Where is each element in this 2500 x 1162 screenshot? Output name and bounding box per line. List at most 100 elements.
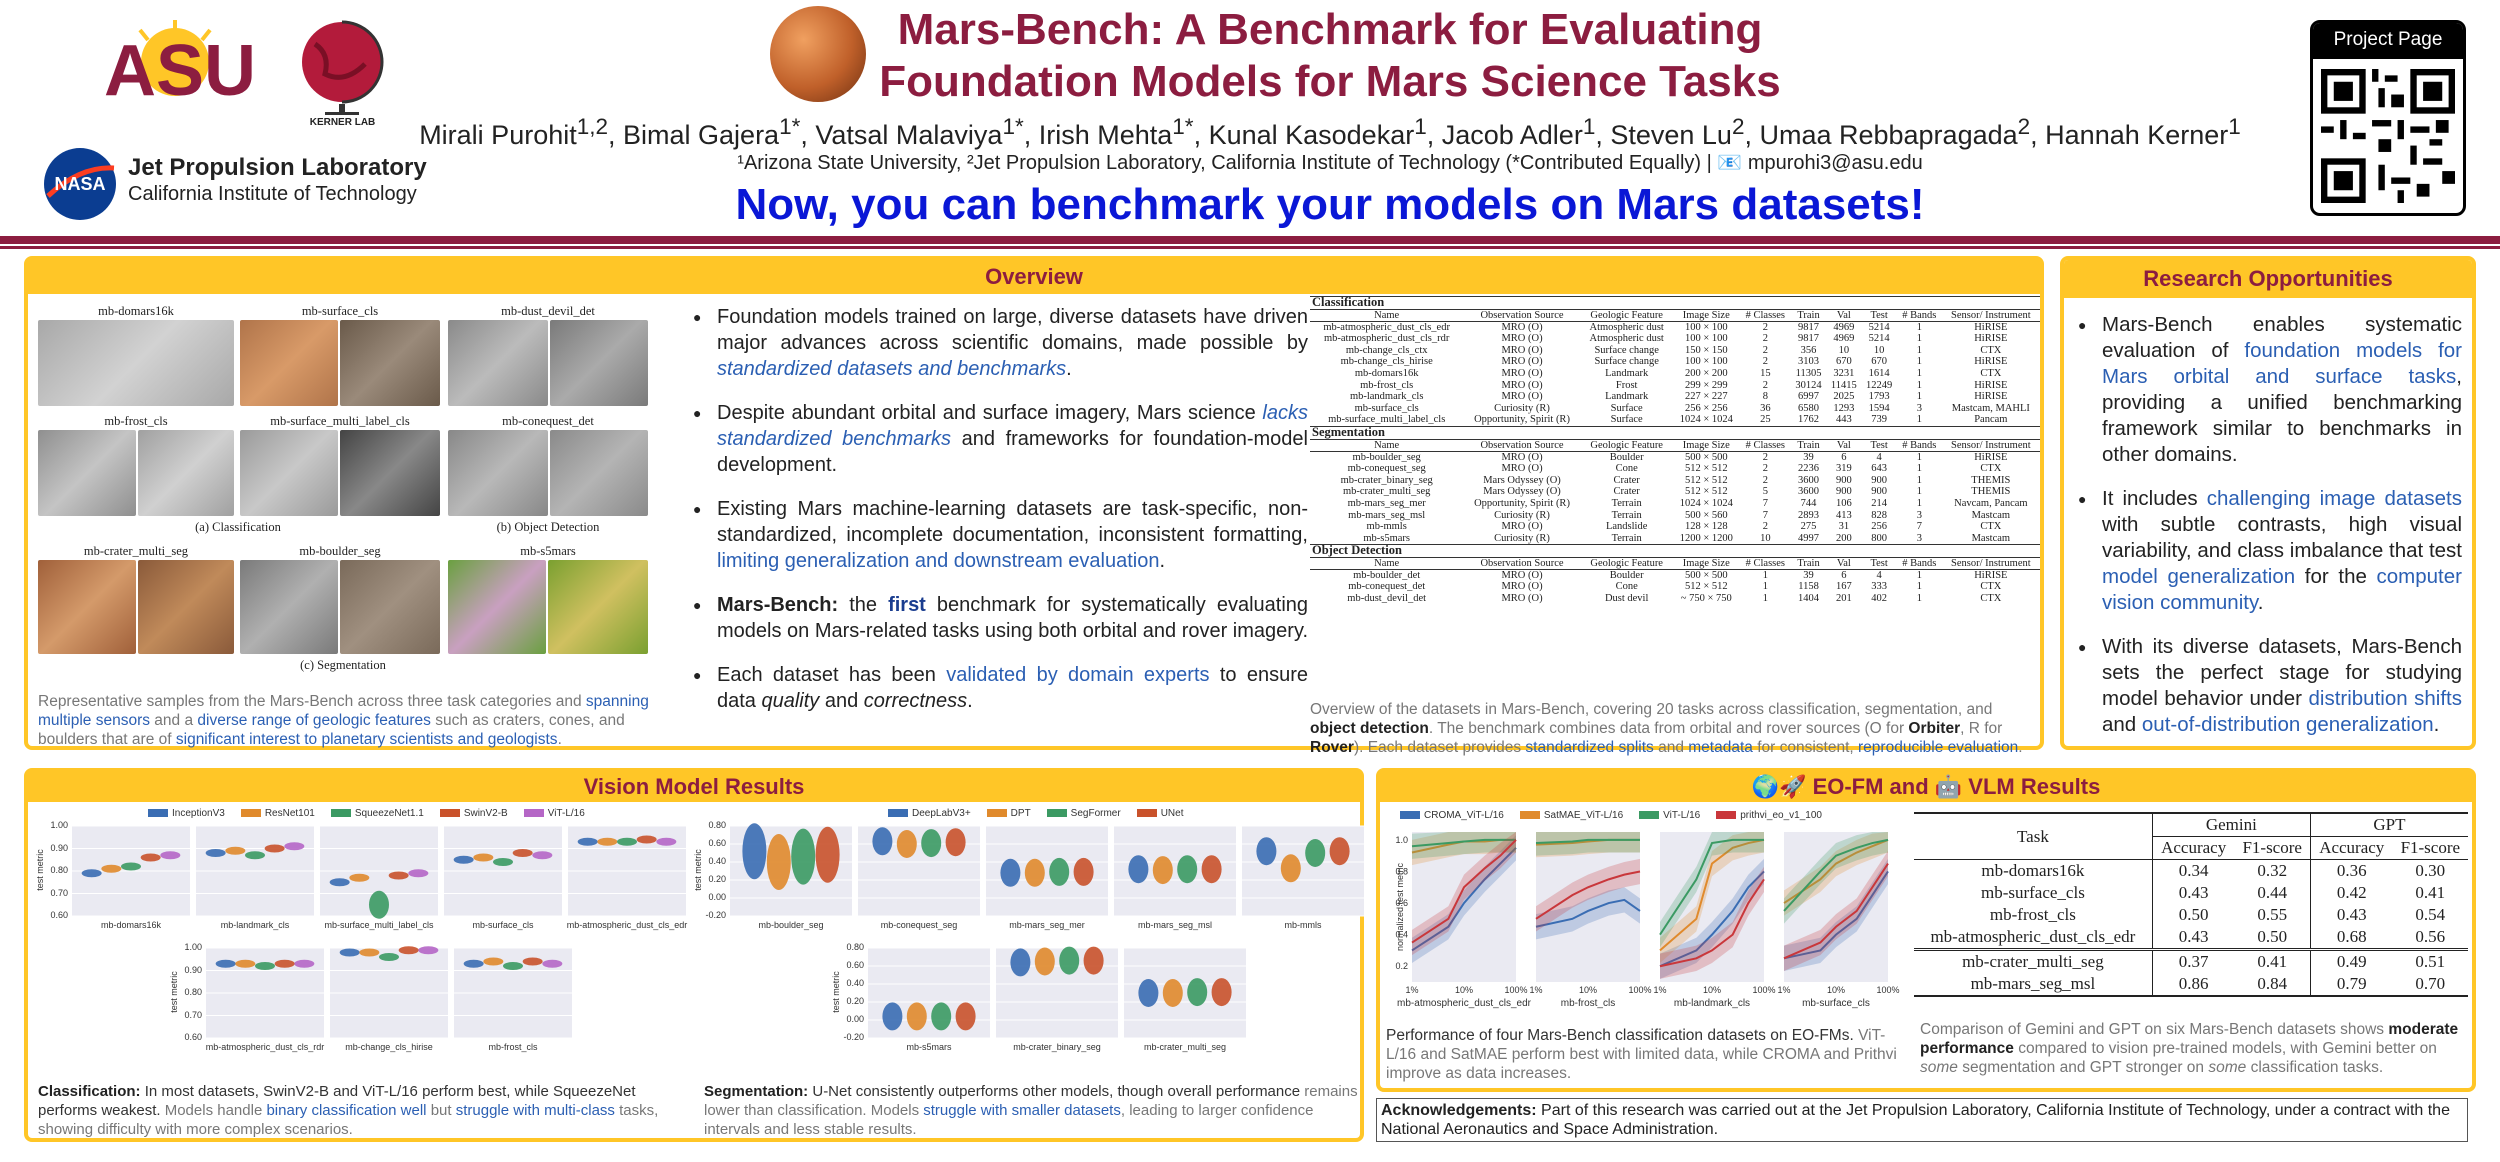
subplot-label: mb-atmospheric_dust_cls_edr [1397, 998, 1532, 1009]
eofm-vlm-title: 🌍🚀 EO-FM and 🤖 VLM Results [1380, 772, 2472, 802]
table-cell: 10 [1838, 344, 1850, 356]
x-tick-label: 1% [1777, 985, 1790, 995]
y-tick-label: 0.70 [184, 1009, 202, 1020]
table-cell: 0.36 [2336, 861, 2367, 880]
violin-mark [1034, 947, 1055, 976]
series-line [1659, 838, 1765, 952]
table-cell: mb-atmospheric_dust_cls_edr [1914, 926, 2153, 950]
table-cell: 256 × 256 [1684, 402, 1728, 414]
table-cell: 800 [1871, 532, 1888, 544]
table-cell: mb-frost_cls [1914, 904, 2153, 926]
y-tick-label: 0.80 [708, 820, 726, 830]
table-cell: 739 [1871, 414, 1888, 426]
table-header-cell: Val [1826, 557, 1862, 570]
x-tick-label: 10% [1579, 985, 1597, 995]
table-cell: 512 × 512 [1684, 474, 1728, 486]
table-header-cell: Observation Source [1463, 309, 1581, 322]
table-cell: 0.54 [2415, 905, 2446, 924]
table-cell: 150 × 150 [1684, 344, 1728, 356]
table-cell: MRO (O) [1501, 333, 1543, 345]
tagline: Now, you can benchmark your models on Ma… [735, 180, 1925, 229]
subplot-label: mb-mars_seg_mer [1009, 920, 1085, 930]
y-tick-label: 0.40 [708, 856, 726, 866]
table-cell: 7 [1762, 509, 1768, 521]
x-tick-label: 100% [1876, 985, 1899, 995]
table-cell: 1762 [1798, 414, 1820, 426]
violin-mark [896, 830, 917, 858]
series-line [1659, 878, 1765, 968]
sample-image-label: mb-boulder_seg [299, 544, 381, 558]
subplot-label: mb-landmark_cls [1674, 998, 1750, 1009]
sample-image-label: mb-surface_cls [301, 304, 379, 318]
table-cell: 900 [1871, 486, 1888, 498]
table-cell: Surface change [1594, 344, 1659, 356]
violin-mark [329, 878, 350, 887]
table-cell: mb-boulder_det [1353, 569, 1421, 581]
table-cell: Mars Odyssey (O) [1483, 474, 1561, 486]
legend-item: SwinV2-B [439, 808, 508, 819]
sample-image-label: mb-conequest_det [502, 414, 594, 428]
table-cell: HiRISE [1974, 333, 2008, 345]
violin-mark [1152, 856, 1173, 885]
table-cell: Boulder [1609, 451, 1644, 463]
table-cell: 0.79 [2336, 974, 2367, 993]
subplot-label: mb-atmospheric_dust_cls_rdr [206, 1042, 325, 1052]
table-header-cell: # Classes [1739, 439, 1791, 452]
qr-code-icon[interactable] [2313, 59, 2463, 213]
table-cell: Surface [1610, 414, 1643, 426]
table-header-cell: # Bands [1896, 557, 1942, 570]
sample-image [240, 320, 338, 406]
nasa-logo-text: NASA [54, 174, 105, 194]
confidence-band [1784, 850, 1888, 971]
table-cell: 0.70 [2415, 974, 2446, 993]
sample-image-label: (c) Segmentation [300, 658, 386, 672]
vlm-caption: Comparison of Gemini and GPT on six Mars… [1920, 1021, 2459, 1076]
table-cell: MRO (O) [1501, 463, 1543, 475]
eofm-vlm-panel: 🌍🚀 EO-FM and 🤖 VLM Results CROMA_ViT-L/1… [1376, 768, 2476, 1092]
table-cell: HiRISE [1974, 379, 2008, 391]
violin-mark [81, 869, 102, 878]
table-row: mb-mars_seg_msl 0.86 0.84 0.79 0.70 [1914, 973, 2468, 996]
project-page-box[interactable]: Project Page [2310, 20, 2466, 216]
vlm-table: Task Gemini GPT Accuracy F1-score Accuracy F1-… [1914, 812, 2468, 997]
violin-mark [906, 1002, 927, 1031]
violin-mark [140, 853, 161, 862]
y-tick-label: 0.60 [184, 1032, 202, 1042]
violin-mark [294, 959, 315, 968]
vlm-header-f1: F1-score [2234, 836, 2311, 860]
violin-mark [418, 946, 439, 955]
table-cell: 1 [1762, 593, 1768, 605]
table-header-cell: Name [1310, 439, 1464, 452]
violin-mark [532, 851, 553, 860]
table-cell: 670 [1871, 356, 1888, 368]
table-cell: mb-mars_seg_msl [1348, 509, 1426, 521]
table-cell: 512 × 512 [1684, 463, 1728, 475]
table-cell: Curiosity (R) [1494, 402, 1550, 414]
violin-mark [542, 959, 563, 968]
violin-mark [388, 871, 409, 880]
jpl-line1: Jet Propulsion Laboratory [128, 154, 427, 181]
table-cell: MRO (O) [1501, 321, 1543, 333]
vision-results-title: Vision Model Results [28, 772, 1360, 802]
table-cell: 1 [1916, 486, 1922, 498]
table-cell: 0.42 [2336, 883, 2367, 902]
table-cell: 0.51 [2415, 952, 2446, 971]
violin-mark [369, 890, 389, 919]
table-cell: MRO (O) [1501, 379, 1543, 391]
table-cell: Terrain [1611, 497, 1642, 509]
overview-bullet: Mars-Bench: the first benchmark for syst… [693, 592, 1308, 644]
confidence-band [1784, 858, 1888, 971]
table-cell: 670 [1835, 356, 1852, 368]
table-cell: Mastcam [1971, 509, 2011, 521]
asu-logo-text: ASU [104, 31, 256, 110]
table-cell: 1 [1916, 414, 1922, 426]
violin-mark [284, 842, 305, 851]
table-cell: 9817 [1798, 321, 1820, 333]
series-line [1535, 870, 1641, 920]
table-cell: 1 [1762, 569, 1768, 581]
table-cell: mb-surface_cls [1914, 882, 2153, 904]
table-cell: Curiosity (R) [1494, 532, 1550, 544]
table-cell: mb-conequest_seg [1347, 463, 1426, 475]
table-cell: mb-s5mars [1363, 532, 1411, 544]
table-cell: 319 [1835, 463, 1852, 475]
